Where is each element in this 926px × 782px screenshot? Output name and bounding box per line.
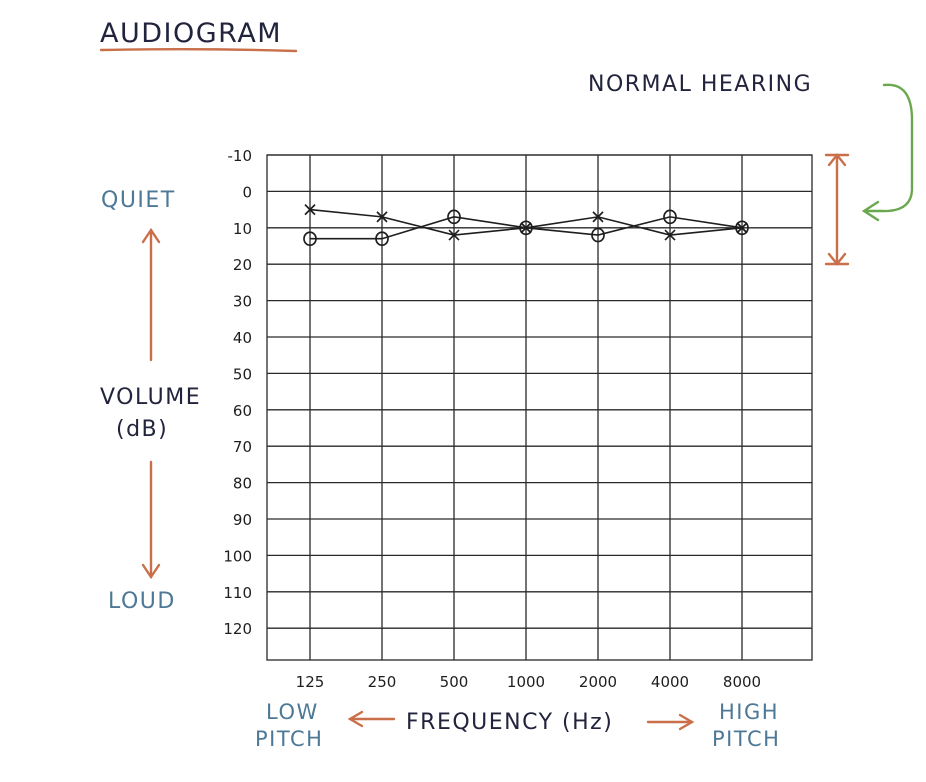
y-tick-label: 70 <box>233 438 252 456</box>
low-pitch-label-line2: PITCH <box>255 727 323 751</box>
x-tick-label: 125 <box>296 673 325 691</box>
high-pitch-label-line2: PITCH <box>712 727 780 751</box>
x-tick-label: 250 <box>368 673 397 691</box>
o-marker <box>375 231 389 247</box>
o-marker <box>519 220 533 236</box>
y-tick-label: 100 <box>223 547 252 565</box>
o-marker <box>447 209 461 225</box>
x-marker <box>592 211 604 223</box>
y-tick-label: 0 <box>242 183 252 201</box>
green-arrow-icon <box>861 83 914 222</box>
x-marker-stroke <box>448 229 460 241</box>
down-arrow-icon <box>141 460 161 580</box>
loud-label: LOUD <box>108 589 176 614</box>
y-tick-label: 60 <box>233 402 252 420</box>
x-marker <box>304 203 316 216</box>
title-underline <box>99 48 298 53</box>
x-marker-stroke <box>376 211 388 223</box>
x-marker-overlay <box>736 222 748 234</box>
x-tick-labels: 125 250 500 1000 2000 4000 8000 <box>296 673 761 691</box>
x-marker-stroke <box>592 211 604 223</box>
up-arrow-icon <box>141 227 161 362</box>
o-marker <box>735 220 749 236</box>
o-marker <box>303 231 317 247</box>
y-tick-labels: -10 0 10 20 30 40 50 60 70 80 90 100 110 120 <box>223 147 252 638</box>
y-tick-label: 40 <box>233 329 252 347</box>
y-tick-label: 50 <box>233 365 252 383</box>
x-marker-stroke <box>664 229 676 241</box>
high-pitch-label-line1: HIGH <box>719 700 779 724</box>
x-marker <box>376 211 388 223</box>
o-marker <box>663 209 677 225</box>
right-arrow-icon <box>646 713 695 731</box>
x-marker <box>664 229 676 241</box>
x-tick-label: 500 <box>440 673 469 691</box>
x-marker <box>448 229 460 241</box>
x-tick-label: 8000 <box>723 673 761 691</box>
quiet-label: QUIET <box>101 188 176 213</box>
o-marker <box>591 227 605 243</box>
y-tick-label: 90 <box>233 511 252 529</box>
series-markers <box>303 203 749 247</box>
x-marker-overlay <box>520 222 532 234</box>
y-tick-label: 30 <box>233 293 252 311</box>
volume-unit-label: (dB) <box>116 417 168 442</box>
low-pitch-label-line1: LOW <box>266 700 319 724</box>
chart-frame <box>266 154 813 661</box>
x-marker-stroke <box>736 222 748 234</box>
y-tick-label: 120 <box>223 620 252 638</box>
y-tick-label: 110 <box>223 584 252 602</box>
y-tick-label: 80 <box>233 475 252 493</box>
x-tick-label: 4000 <box>651 673 689 691</box>
chart-grid <box>266 154 813 661</box>
normal-hearing-label: NORMAL HEARING <box>588 72 812 97</box>
x-marker-stroke <box>304 203 316 216</box>
x-tick-label: 1000 <box>507 673 545 691</box>
x-marker-stroke <box>520 222 532 234</box>
normal-range-arrow-icon <box>824 153 850 266</box>
x-tick-label: 2000 <box>579 673 617 691</box>
frequency-label: FREQUENCY (Hz) <box>406 710 613 735</box>
page-title: AUDIOGRAM <box>100 18 282 49</box>
volume-label: VOLUME <box>100 385 201 410</box>
left-arrow-icon <box>347 710 396 728</box>
y-tick-label: 20 <box>233 256 252 274</box>
y-tick-label: -10 <box>228 147 253 165</box>
y-tick-label: 10 <box>233 220 252 238</box>
